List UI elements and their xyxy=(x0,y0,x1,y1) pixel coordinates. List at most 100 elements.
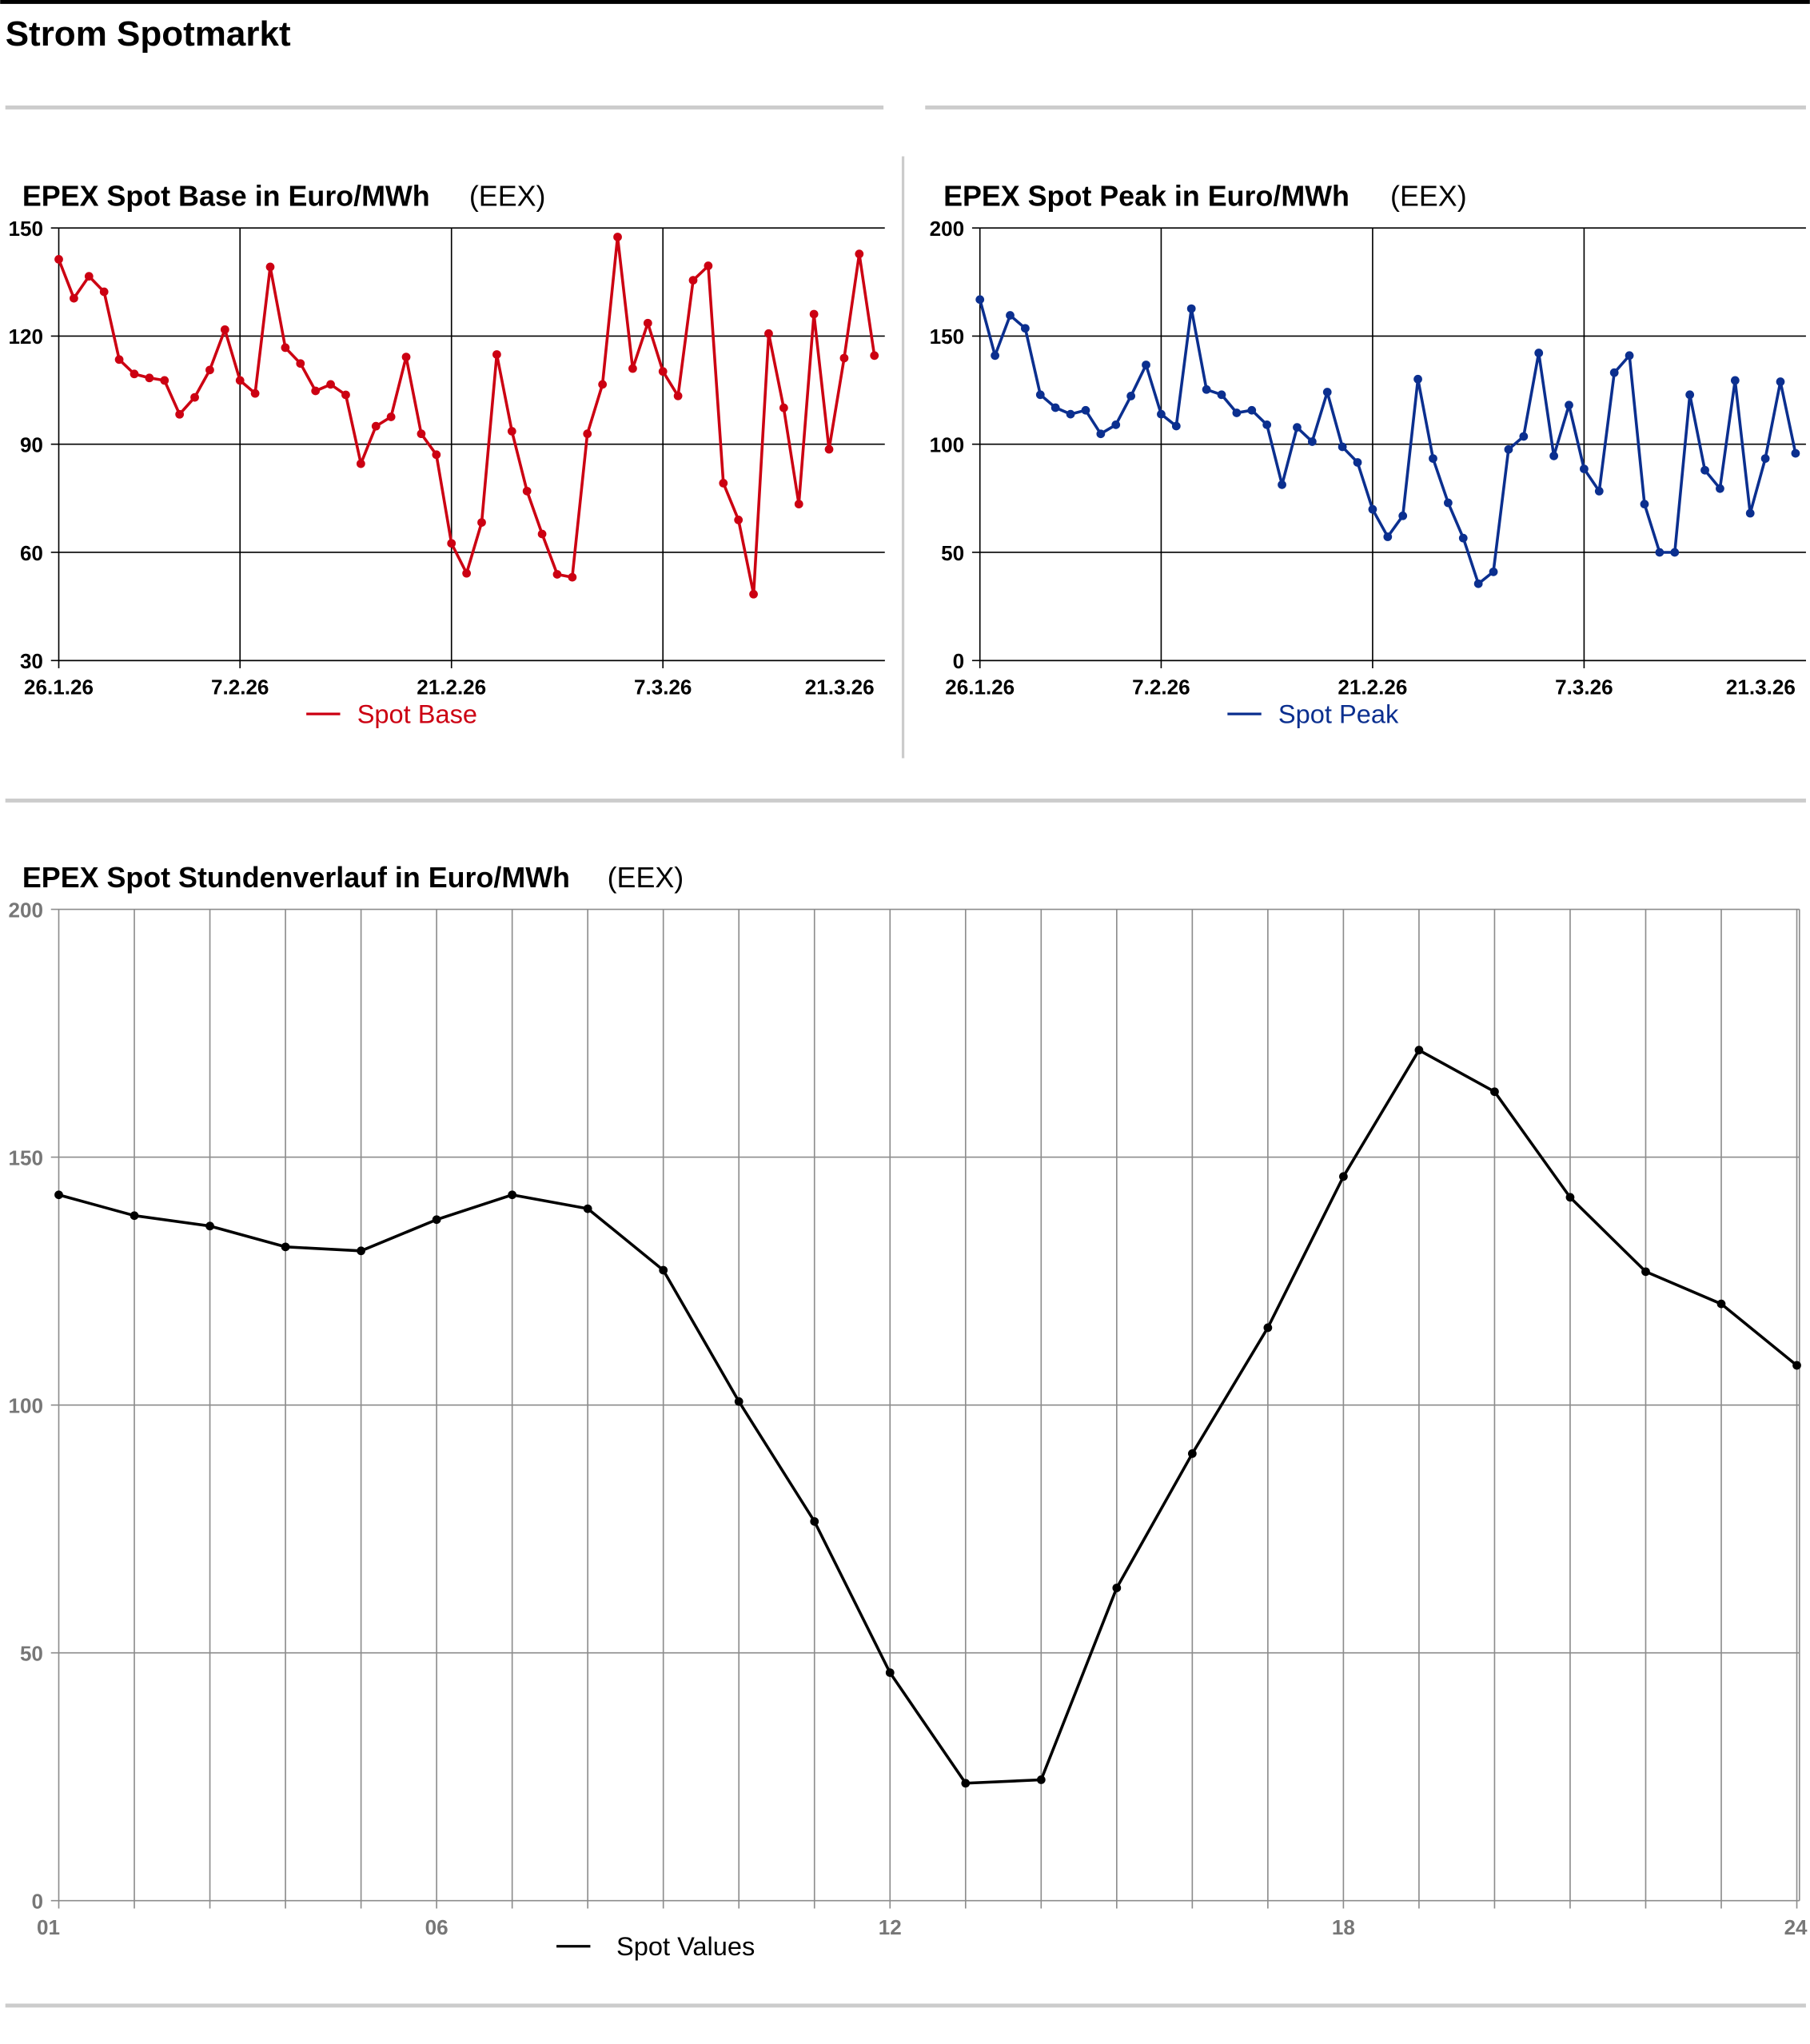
y-tick-label: 50 xyxy=(941,541,964,565)
y-tick-label: 200 xyxy=(8,898,42,922)
data-point xyxy=(54,1190,63,1200)
y-tick-label: 0 xyxy=(953,649,965,673)
data-point xyxy=(1051,403,1060,412)
data-point xyxy=(130,1211,139,1221)
x-tick-label: 12 xyxy=(879,1915,902,1939)
data-point xyxy=(1066,409,1075,419)
series-line xyxy=(978,299,1797,586)
data-point xyxy=(1760,454,1770,463)
data-point xyxy=(1519,432,1529,441)
data-point xyxy=(1157,409,1166,419)
data-point xyxy=(1398,511,1408,520)
data-point xyxy=(537,529,547,539)
legend-label: Spot Base xyxy=(357,699,477,728)
data-point xyxy=(1791,448,1800,458)
data-point xyxy=(719,479,728,488)
data-point xyxy=(1609,368,1619,377)
y-tick-label: 150 xyxy=(8,1146,42,1169)
y-tick-label: 150 xyxy=(930,325,964,349)
x-tick-label: 7.2.26 xyxy=(1132,675,1190,699)
x-tick-label: 18 xyxy=(1332,1915,1355,1939)
data-point xyxy=(190,392,199,402)
section-rule-middle xyxy=(5,799,1806,803)
data-point xyxy=(779,403,788,412)
data-point xyxy=(1792,1361,1801,1370)
data-point xyxy=(794,500,803,508)
y-tick-label: 200 xyxy=(930,217,964,241)
data-point xyxy=(371,421,381,431)
data-point xyxy=(810,1516,819,1526)
data-point xyxy=(281,343,290,353)
data-point xyxy=(1490,1087,1499,1097)
x-tick-label: 01 xyxy=(37,1915,60,1939)
data-point xyxy=(1262,420,1272,429)
data-point xyxy=(613,233,622,241)
y-tick-label: 30 xyxy=(20,649,43,673)
data-point xyxy=(1534,349,1544,357)
data-point xyxy=(658,367,668,377)
data-point xyxy=(552,570,562,579)
column-divider xyxy=(901,156,905,759)
data-point xyxy=(1126,392,1136,400)
section-rule-bottom xyxy=(5,2003,1806,2008)
data-point xyxy=(1549,451,1558,460)
data-point xyxy=(643,318,652,328)
data-point xyxy=(975,295,985,305)
data-point xyxy=(1730,376,1740,385)
data-point xyxy=(1383,532,1393,541)
x-tick-label: 26.1.26 xyxy=(24,675,94,699)
data-point xyxy=(114,355,124,365)
hourly-chart: EPEX Spot Stundenverlauf in Euro/MWh (EEX… xyxy=(8,862,1808,1961)
data-point xyxy=(1006,311,1015,320)
chart-title: EPEX Spot Base in Euro/MWh xyxy=(22,180,430,212)
data-point xyxy=(1655,548,1664,557)
data-point xyxy=(1036,1775,1046,1784)
peak-chart: EPEX Spot Peak in Euro/MWh (EEX) 0 50 100 150… xyxy=(930,180,1806,728)
data-point xyxy=(1414,1046,1424,1055)
data-point xyxy=(991,351,999,361)
data-point xyxy=(326,380,335,389)
page-title: Strom Spotmarkt xyxy=(6,14,291,54)
data-point xyxy=(1322,388,1332,396)
data-point xyxy=(1021,324,1030,333)
data-point xyxy=(734,1397,744,1406)
data-point xyxy=(447,539,456,548)
data-point xyxy=(507,427,516,436)
data-point xyxy=(1368,504,1377,514)
y-tick-label: 100 xyxy=(930,433,964,457)
section-rule-left xyxy=(5,106,884,110)
data-point xyxy=(250,388,260,398)
base-chart: EPEX Spot Base in Euro/MWh (EEX) 30 60 90 120… xyxy=(8,180,885,728)
chart-source: (EEX) xyxy=(469,180,546,212)
data-point xyxy=(1187,1449,1197,1458)
data-point xyxy=(885,1668,895,1677)
data-point xyxy=(1307,437,1317,446)
y-tick-label: 50 xyxy=(20,1641,43,1665)
data-point xyxy=(583,429,592,439)
y-tick-label: 120 xyxy=(8,325,42,349)
x-tick-label: 7.3.26 xyxy=(634,675,692,699)
data-point xyxy=(824,444,834,454)
data-point xyxy=(1278,480,1286,489)
chart-source: (EEX) xyxy=(1390,180,1467,212)
data-point xyxy=(220,325,229,334)
data-point xyxy=(1776,377,1785,386)
data-point xyxy=(356,459,365,468)
data-point xyxy=(809,309,819,319)
data-point xyxy=(1685,390,1695,400)
data-point xyxy=(749,589,758,599)
data-point xyxy=(205,1221,214,1231)
x-tick-label: 21.2.26 xyxy=(1338,675,1407,699)
data-point xyxy=(1202,384,1211,394)
data-point xyxy=(764,329,773,338)
x-tick-label: 21.3.26 xyxy=(805,675,875,699)
data-point xyxy=(1096,429,1106,439)
data-point xyxy=(1186,304,1196,313)
data-point xyxy=(568,572,577,582)
data-point xyxy=(734,516,744,524)
y-tick-label: 100 xyxy=(8,1393,42,1417)
data-point xyxy=(265,262,275,272)
chart-title: EPEX Spot Stundenverlauf in Euro/MWh xyxy=(22,862,570,894)
data-point xyxy=(145,373,154,383)
data-point xyxy=(673,391,683,400)
